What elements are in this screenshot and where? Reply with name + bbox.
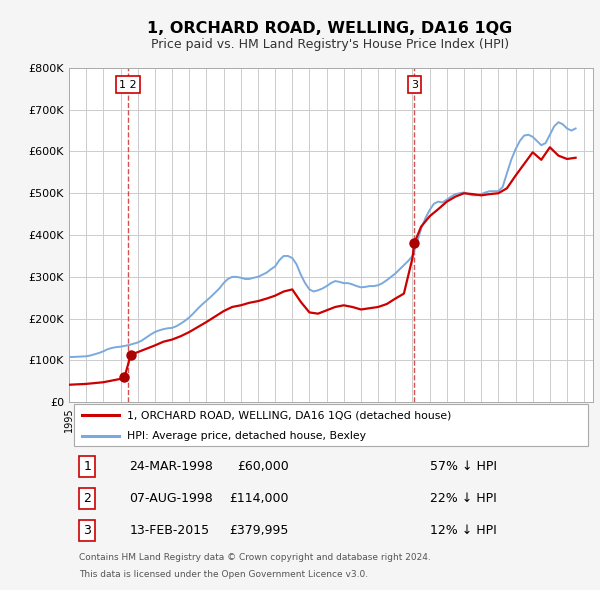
Text: 2: 2 bbox=[83, 492, 91, 505]
Text: 3: 3 bbox=[83, 524, 91, 537]
Text: Contains HM Land Registry data © Crown copyright and database right 2024.: Contains HM Land Registry data © Crown c… bbox=[79, 552, 431, 562]
Text: 12% ↓ HPI: 12% ↓ HPI bbox=[430, 524, 497, 537]
Text: £60,000: £60,000 bbox=[237, 460, 289, 473]
Text: 1, ORCHARD ROAD, WELLING, DA16 1QG (detached house): 1, ORCHARD ROAD, WELLING, DA16 1QG (deta… bbox=[127, 410, 451, 420]
Text: 1, ORCHARD ROAD, WELLING, DA16 1QG: 1, ORCHARD ROAD, WELLING, DA16 1QG bbox=[148, 21, 512, 35]
Text: Price paid vs. HM Land Registry's House Price Index (HPI): Price paid vs. HM Land Registry's House … bbox=[151, 38, 509, 51]
Text: 13-FEB-2015: 13-FEB-2015 bbox=[129, 524, 209, 537]
Text: HPI: Average price, detached house, Bexley: HPI: Average price, detached house, Bexl… bbox=[127, 431, 365, 441]
Text: This data is licensed under the Open Government Licence v3.0.: This data is licensed under the Open Gov… bbox=[79, 570, 368, 579]
Text: 1: 1 bbox=[83, 460, 91, 473]
Text: 24-MAR-1998: 24-MAR-1998 bbox=[129, 460, 213, 473]
Text: 22% ↓ HPI: 22% ↓ HPI bbox=[430, 492, 497, 505]
Text: £379,995: £379,995 bbox=[230, 524, 289, 537]
Text: 1 2: 1 2 bbox=[119, 80, 137, 90]
Text: 07-AUG-1998: 07-AUG-1998 bbox=[129, 492, 213, 505]
Text: 57% ↓ HPI: 57% ↓ HPI bbox=[430, 460, 497, 473]
FancyBboxPatch shape bbox=[74, 404, 587, 446]
Text: 3: 3 bbox=[410, 80, 418, 90]
Text: £114,000: £114,000 bbox=[229, 492, 289, 505]
